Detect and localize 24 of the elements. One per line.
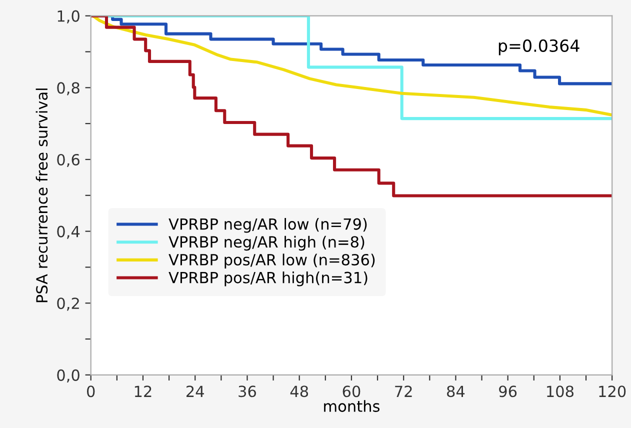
x-tick-label: 60 [342,386,360,398]
x-tick-label: 84 [447,386,465,398]
y-tick-label: 0,6 [57,154,80,168]
y-tick-label: 0,0 [57,369,80,383]
x-tick-label: 12 [134,386,152,397]
y-tick-label: 0,8 [57,82,80,96]
x-tick-label: 0 [87,386,95,398]
y-tick-label: 1,0 [58,10,80,24]
annotation: p=0.0364 [498,39,580,56]
legend-label: VPRBP neg/AR high (n=8) [168,236,364,251]
x-tick-label: 120 [599,386,626,398]
legend-label: VPRBP neg/AR low (n=79) [168,218,367,233]
x-tick-label: 48 [290,386,308,398]
x-axis-title: months [324,400,380,412]
y-axis-title: PSA recurrence free survival [36,88,48,302]
y-tick-label: 0,4 [57,226,80,239]
x-tick-label: 24 [186,386,204,397]
y-tick-label: 0,2 [57,298,79,311]
legend-label: VPRBP pos/AR low (n=836) [168,254,375,268]
x-tick-label: 108 [547,386,574,398]
x-tick-label: 96 [499,386,517,398]
x-tick-label: 36 [238,386,256,398]
legend-label: VPRBP pos/AR high(n=31) [168,272,368,286]
x-tick-label: 72 [395,386,412,397]
